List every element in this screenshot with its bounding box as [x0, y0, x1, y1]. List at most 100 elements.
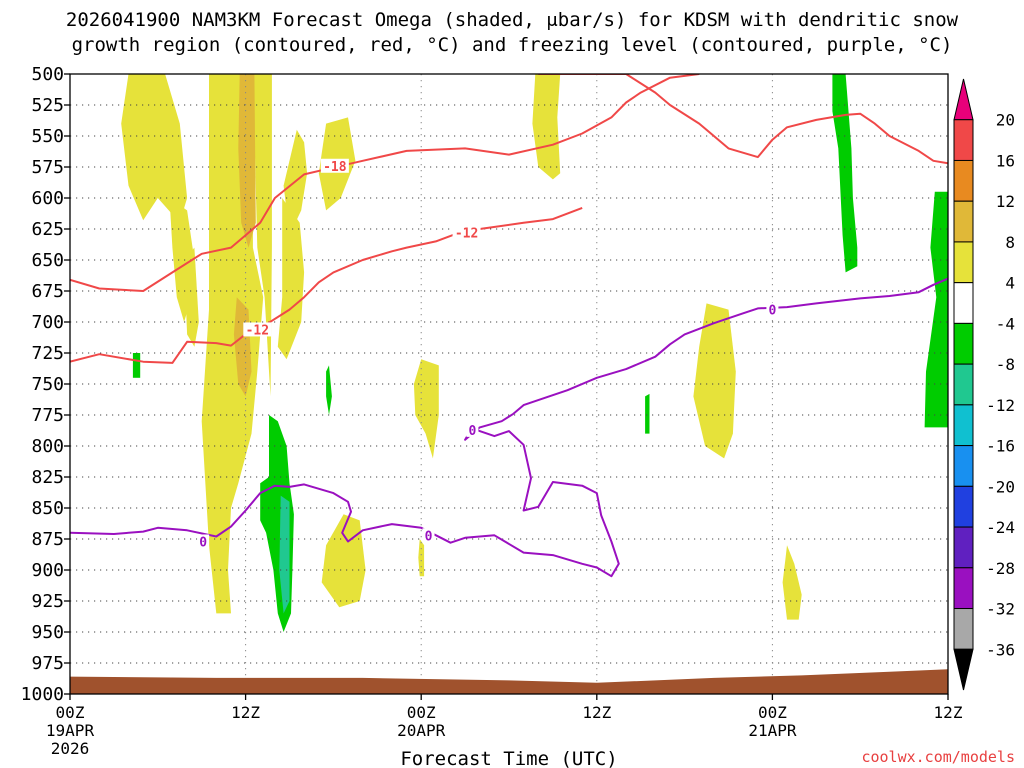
contour-line — [70, 206, 583, 364]
y-tick-label: 650 — [31, 250, 64, 271]
x-tick-time-label: 12Z — [582, 703, 611, 722]
y-tick-label: 800 — [31, 436, 64, 457]
colorbar: 20 16 12 8 4 -4 -8 -12 -16 -20 -24 -28 -32 -36 — [953, 78, 1015, 691]
colorbar-label: 12 — [996, 192, 1015, 211]
chart-title-line1: 2026041900 NAM3KM Forecast Omega (shaded… — [66, 9, 959, 31]
contour-label: -12 — [246, 323, 269, 338]
x-tick-time-label: 12Z — [231, 703, 260, 722]
colorbar-cell — [953, 322, 974, 365]
x-tick-time-label: 00Z — [758, 703, 787, 722]
colorbar-cell — [953, 282, 974, 324]
colorbar-cell — [953, 526, 974, 569]
y-tick-label: 500 — [31, 64, 64, 85]
colorbar-cell — [953, 567, 974, 610]
omega-region — [645, 393, 650, 434]
y-tick-label: 775 — [31, 405, 64, 426]
chart-title-line2: growth region (contoured, red, °C) and f… — [72, 34, 953, 56]
omega-region — [184, 247, 199, 347]
y-tick-label: 575 — [31, 157, 64, 178]
colorbar-label: 20 — [996, 111, 1015, 130]
y-tick-label: 825 — [31, 467, 64, 488]
omega-region — [279, 495, 290, 614]
contour-label: 0 — [425, 529, 433, 544]
contour-line — [538, 74, 948, 165]
colorbar-label: -12 — [986, 396, 1015, 415]
omega-region — [326, 365, 332, 415]
y-tick-label: 875 — [31, 529, 64, 550]
contour-label-bg — [320, 158, 349, 173]
omega-region — [252, 74, 272, 397]
contour-label: -18 — [323, 160, 347, 175]
omega-region — [924, 191, 948, 428]
x-tick-time-label: 00Z — [407, 703, 436, 722]
contour-label-bg — [197, 534, 210, 549]
y-tick-label: 525 — [31, 95, 64, 116]
omega-region — [277, 198, 305, 360]
contour-layer — [70, 74, 948, 578]
colorbar-cell — [953, 608, 974, 650]
colorbar-label: -4 — [996, 314, 1015, 333]
x-tick-date-label: 19APR — [46, 721, 95, 740]
terrain-surface — [70, 669, 948, 694]
contour-label-bg — [452, 225, 481, 240]
x-axis-label: Forecast Time (UTC) — [400, 748, 617, 768]
omega-region — [121, 74, 188, 223]
omega-region — [782, 545, 802, 620]
y-tick-label: 850 — [31, 498, 64, 519]
colorbar-label: 16 — [996, 151, 1015, 170]
colorbar-label: -28 — [986, 559, 1015, 578]
contour-label-bg — [422, 528, 435, 543]
y-tick-label: 725 — [31, 343, 64, 364]
y-tick-label: 625 — [31, 219, 64, 240]
watermark: coolwx.com/models — [861, 748, 1015, 766]
grid-lines — [70, 74, 948, 694]
contour-labels: -18 -12 -12 0 0 0 0 — [197, 158, 779, 550]
contour-label: 0 — [199, 535, 207, 550]
x-tick-time-label: 00Z — [56, 703, 85, 722]
colorbar-label: -24 — [986, 518, 1015, 537]
colorbar-cell — [953, 485, 974, 528]
y-tick-label: 925 — [31, 591, 64, 612]
omega-region — [132, 353, 141, 378]
y-tick-label: 1000 — [21, 684, 64, 705]
x-tick-date-label: 20APR — [397, 721, 446, 740]
contour-label: 0 — [469, 424, 477, 439]
contour-label: -12 — [455, 227, 478, 242]
contour-line — [70, 277, 948, 578]
x-tick-time-label: 12Z — [934, 703, 963, 722]
x-tick-year-label: 2026 — [51, 739, 90, 758]
y-tick-label: 700 — [31, 312, 64, 333]
contour-label: 0 — [768, 304, 776, 319]
omega-region — [413, 359, 439, 459]
x-tick-date-label: 21APR — [748, 721, 797, 740]
colorbar-label: -36 — [986, 640, 1015, 659]
omega-region — [532, 74, 561, 180]
omega-region — [418, 539, 425, 577]
y-axis-ticks: 500 525 550 575 600 625 650 675 700 725 750 775 800 8… — [21, 64, 70, 705]
contour-label-bg — [466, 422, 479, 437]
colorbar-label: -16 — [986, 437, 1015, 456]
colorbar-cell — [953, 363, 974, 406]
colorbar-cell — [953, 159, 974, 202]
y-tick-label: 600 — [31, 188, 64, 209]
colorbar-bottom-triangle — [953, 648, 974, 691]
y-tick-label: 900 — [31, 560, 64, 581]
colorbar-cell — [953, 445, 974, 487]
y-tick-label: 950 — [31, 622, 64, 643]
colorbar-cell — [953, 119, 974, 161]
contour-label-bg — [243, 322, 272, 337]
omega-region — [238, 74, 256, 248]
contour-label-bg — [766, 302, 779, 317]
colorbar-label: -32 — [986, 600, 1015, 619]
colorbar-label: 4 — [1005, 274, 1015, 293]
colorbar-cell — [953, 241, 974, 284]
colorbar-label: -20 — [986, 477, 1015, 496]
omega-region — [693, 303, 736, 459]
colorbar-cell — [953, 200, 974, 243]
colorbar-label: 8 — [1005, 233, 1015, 252]
y-tick-label: 675 — [31, 281, 64, 302]
colorbar-top-triangle — [953, 78, 974, 121]
omega-region — [832, 74, 858, 273]
